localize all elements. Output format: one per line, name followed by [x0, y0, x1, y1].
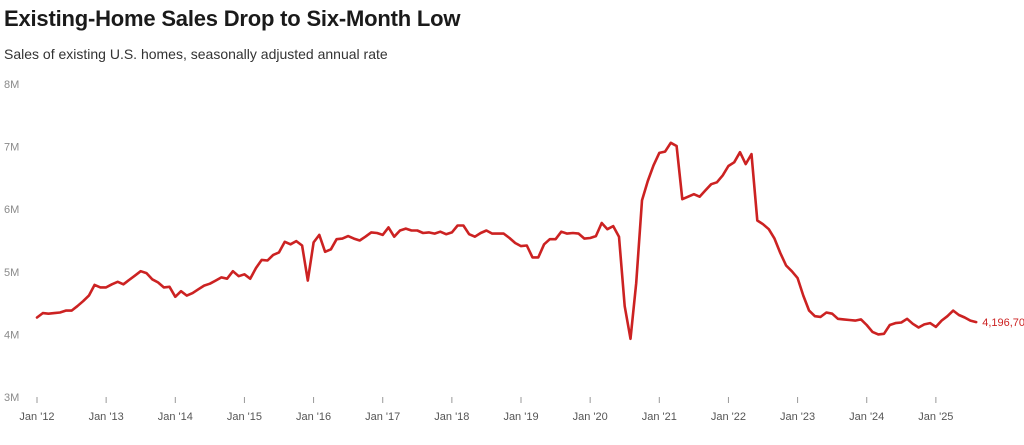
- y-tick-label: 4M: [4, 329, 19, 341]
- x-tick-label: Jan '20: [573, 411, 608, 423]
- y-tick-label: 6M: [4, 204, 19, 216]
- x-tick-label: Jan '15: [227, 411, 262, 423]
- y-tick-label: 8M: [4, 79, 19, 91]
- y-axis: 3M 4M 5M 6M 7M 8M: [4, 79, 19, 404]
- x-tick-label: Jan '13: [89, 411, 124, 423]
- y-tick-label: 7M: [4, 142, 19, 154]
- y-tick-label: 5M: [4, 267, 19, 279]
- x-axis: Jan '12 Jan '13 Jan '14 Jan '15 Jan '16 Jan '…: [19, 397, 953, 423]
- x-tick-label: Jan '24: [849, 411, 884, 423]
- x-tick-label: Jan '22: [711, 411, 746, 423]
- y-tick-label: 3M: [4, 392, 19, 404]
- series-line: [35, 141, 978, 341]
- x-tick-label: Jan '17: [365, 411, 400, 423]
- x-tick-label: Jan '14: [158, 411, 193, 423]
- annotation-layer: 4,196,707: [982, 317, 1024, 329]
- x-tick-label: Jan '12: [19, 411, 54, 423]
- chart-subtitle: Sales of existing U.S. homes, seasonally…: [4, 46, 388, 62]
- x-tick-label: Jan '16: [296, 411, 331, 423]
- x-tick-label: Jan '25: [918, 411, 953, 423]
- last-value-label: 4,196,707: [982, 317, 1024, 329]
- x-tick-label: Jan '19: [503, 411, 538, 423]
- x-tick-label: Jan '21: [642, 411, 677, 423]
- x-tick-label: Jan '18: [434, 411, 469, 423]
- x-tick-label: Jan '23: [780, 411, 815, 423]
- chart-title: Existing-Home Sales Drop to Six-Month Lo…: [4, 6, 461, 31]
- series-layer: [35, 141, 978, 341]
